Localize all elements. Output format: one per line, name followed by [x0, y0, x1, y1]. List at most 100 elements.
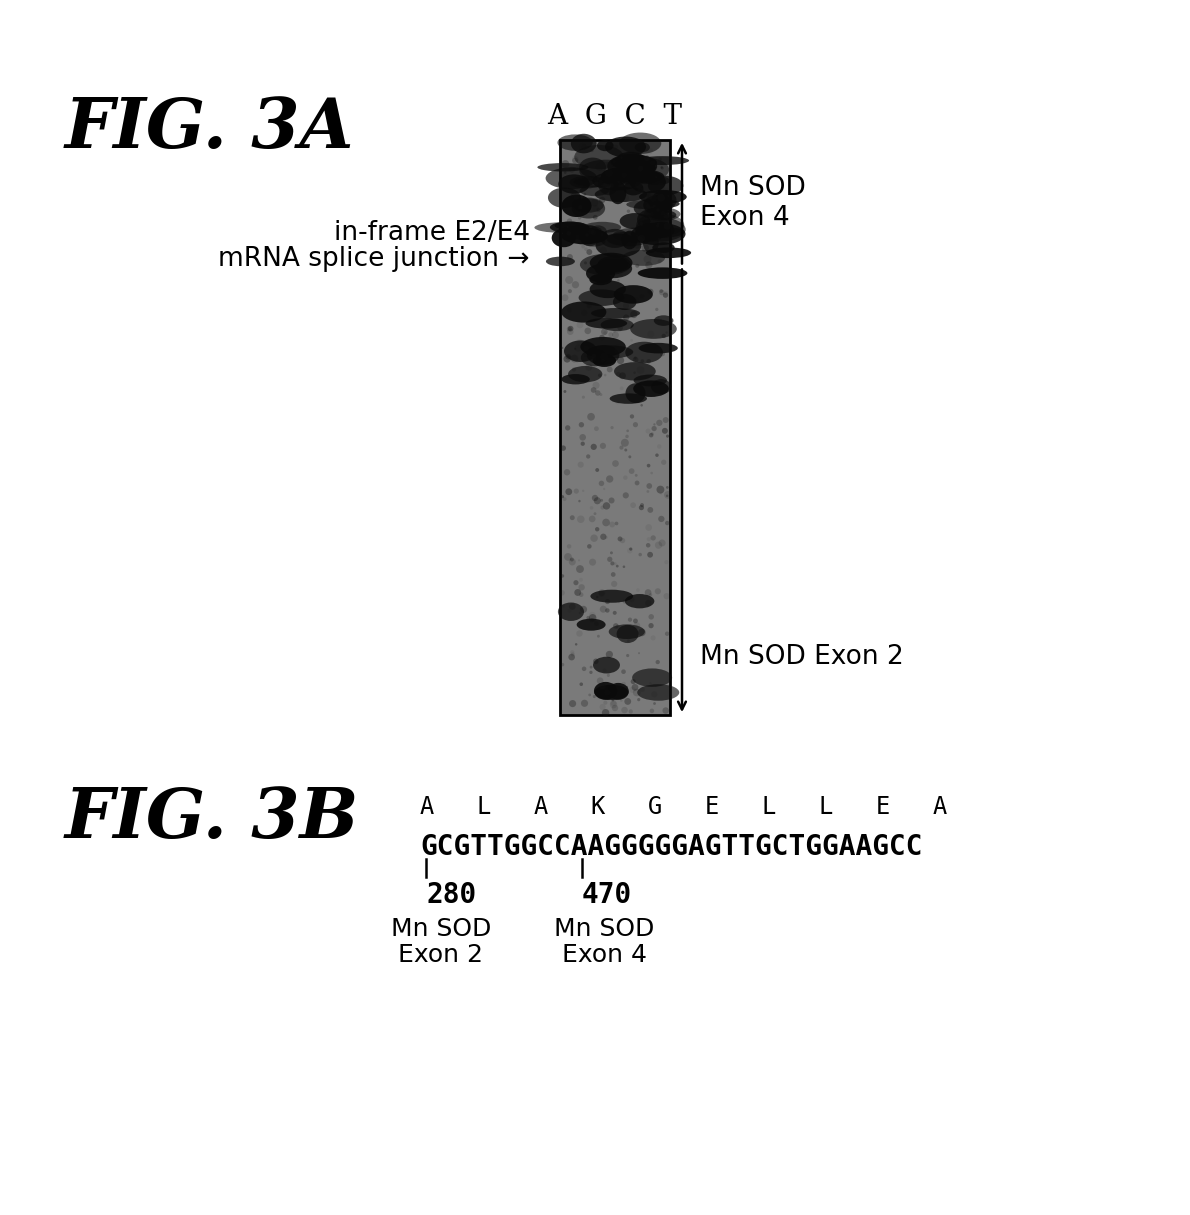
Circle shape — [630, 686, 635, 693]
Circle shape — [569, 559, 576, 565]
Circle shape — [595, 468, 599, 471]
Circle shape — [660, 166, 663, 169]
Circle shape — [663, 707, 669, 714]
Circle shape — [653, 423, 656, 425]
Ellipse shape — [562, 374, 590, 384]
Ellipse shape — [613, 294, 637, 310]
Circle shape — [609, 701, 618, 708]
Ellipse shape — [597, 256, 628, 271]
Ellipse shape — [595, 187, 647, 202]
Circle shape — [582, 490, 584, 492]
Text: FIG. 3B: FIG. 3B — [65, 785, 359, 853]
Ellipse shape — [639, 343, 678, 354]
Circle shape — [639, 553, 641, 556]
Circle shape — [620, 157, 622, 159]
Circle shape — [601, 505, 605, 509]
Ellipse shape — [600, 228, 630, 248]
Circle shape — [576, 339, 583, 345]
Circle shape — [610, 572, 615, 577]
Circle shape — [662, 232, 666, 237]
Ellipse shape — [564, 340, 597, 362]
Circle shape — [615, 521, 619, 525]
Circle shape — [560, 496, 564, 498]
Ellipse shape — [631, 222, 685, 245]
Circle shape — [646, 490, 650, 493]
Circle shape — [607, 367, 613, 372]
Circle shape — [638, 234, 645, 242]
Circle shape — [645, 600, 651, 606]
Circle shape — [578, 584, 584, 590]
Circle shape — [583, 345, 589, 351]
Circle shape — [578, 612, 582, 615]
Ellipse shape — [594, 685, 628, 700]
Circle shape — [627, 639, 630, 643]
Circle shape — [574, 193, 580, 199]
Circle shape — [589, 355, 596, 362]
Circle shape — [618, 181, 620, 183]
Circle shape — [609, 183, 614, 188]
Circle shape — [610, 561, 614, 565]
Circle shape — [576, 631, 583, 637]
Ellipse shape — [562, 194, 591, 217]
Circle shape — [658, 516, 664, 522]
Circle shape — [616, 372, 621, 377]
Circle shape — [620, 538, 625, 543]
Circle shape — [587, 303, 591, 309]
Circle shape — [624, 475, 627, 480]
Circle shape — [646, 148, 653, 154]
Ellipse shape — [550, 221, 589, 233]
Circle shape — [569, 700, 576, 707]
Ellipse shape — [607, 232, 651, 247]
Ellipse shape — [575, 145, 624, 169]
Circle shape — [622, 565, 625, 569]
Ellipse shape — [653, 316, 674, 326]
Circle shape — [599, 197, 606, 203]
Ellipse shape — [616, 156, 655, 180]
Circle shape — [649, 623, 653, 628]
Circle shape — [645, 524, 652, 531]
Circle shape — [569, 166, 575, 173]
Circle shape — [612, 699, 614, 701]
Circle shape — [565, 276, 574, 284]
Ellipse shape — [625, 594, 654, 609]
Circle shape — [631, 339, 633, 341]
Circle shape — [659, 289, 663, 293]
Circle shape — [600, 683, 606, 689]
Circle shape — [595, 527, 600, 531]
Circle shape — [634, 396, 637, 399]
Circle shape — [560, 446, 566, 451]
Circle shape — [578, 205, 582, 209]
Circle shape — [587, 454, 590, 458]
Circle shape — [633, 689, 640, 696]
Circle shape — [651, 426, 657, 431]
Circle shape — [593, 215, 597, 220]
Circle shape — [581, 441, 585, 446]
Circle shape — [662, 334, 666, 338]
Circle shape — [574, 347, 576, 350]
Ellipse shape — [620, 158, 669, 182]
Circle shape — [608, 497, 614, 503]
Ellipse shape — [593, 657, 620, 673]
Circle shape — [647, 193, 651, 197]
Circle shape — [580, 434, 585, 441]
Circle shape — [594, 426, 599, 431]
Ellipse shape — [632, 668, 672, 686]
Ellipse shape — [634, 164, 656, 173]
Circle shape — [624, 284, 626, 287]
Circle shape — [574, 580, 578, 586]
Ellipse shape — [546, 256, 575, 266]
Circle shape — [566, 226, 569, 228]
Ellipse shape — [595, 259, 632, 278]
Ellipse shape — [616, 152, 645, 166]
Circle shape — [607, 290, 614, 296]
Circle shape — [564, 177, 568, 181]
Ellipse shape — [631, 320, 677, 339]
Bar — [560, 140, 670, 714]
Circle shape — [589, 559, 596, 566]
Circle shape — [570, 355, 578, 362]
Circle shape — [658, 158, 662, 162]
Circle shape — [664, 560, 669, 564]
Circle shape — [653, 204, 656, 208]
Circle shape — [658, 259, 662, 264]
Ellipse shape — [632, 170, 659, 185]
